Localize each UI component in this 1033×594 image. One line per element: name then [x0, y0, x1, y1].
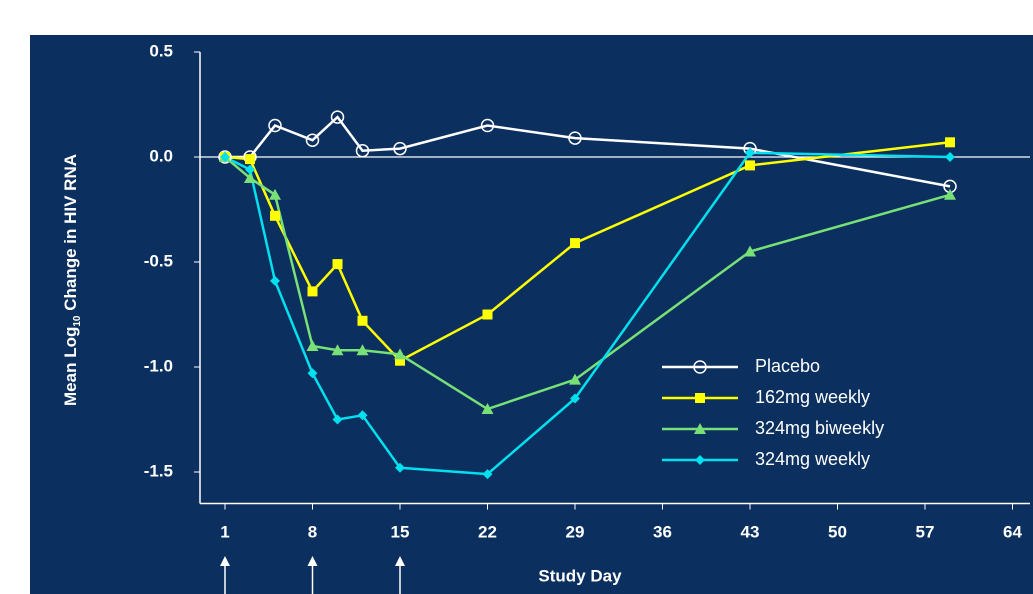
y-tick-label: -0.5 — [144, 251, 173, 270]
legend-label: Placebo — [755, 356, 820, 376]
marker — [694, 423, 706, 434]
x-tick-label: 43 — [741, 522, 760, 541]
marker — [744, 245, 756, 257]
marker — [357, 410, 368, 421]
marker — [482, 309, 493, 320]
x-tick-label: 36 — [653, 522, 672, 541]
marker — [482, 469, 493, 480]
marker — [395, 462, 405, 473]
marker — [745, 160, 755, 171]
series-line — [225, 115, 951, 188]
y-tick-label: 0.0 — [149, 146, 173, 165]
dose-arrow — [307, 556, 318, 594]
marker — [568, 131, 582, 145]
y-tick-label: -1.0 — [144, 356, 173, 375]
marker — [944, 188, 956, 200]
marker — [330, 110, 345, 124]
x-tick-label: 22 — [478, 522, 497, 541]
dose-arrow-head — [307, 556, 318, 566]
marker — [356, 344, 369, 356]
x-tick-label: 29 — [566, 522, 585, 541]
marker — [270, 275, 280, 286]
marker — [395, 355, 405, 366]
marker — [306, 340, 319, 351]
marker — [269, 188, 281, 200]
x-tick-label: 64 — [1003, 522, 1022, 541]
marker — [268, 118, 282, 133]
x-tick-label: 15 — [391, 522, 410, 541]
legend-item: 324mg weekly — [662, 449, 870, 469]
marker — [393, 141, 407, 156]
y-axis-label: Mean Log10 Change in HIV RNA — [61, 154, 82, 406]
marker — [480, 118, 495, 133]
marker — [745, 147, 755, 158]
marker — [355, 143, 370, 158]
marker — [695, 393, 705, 403]
chart-background — [30, 35, 1033, 594]
marker — [570, 238, 580, 249]
marker — [357, 315, 368, 326]
legend-label: 324mg weekly — [755, 449, 870, 469]
marker — [570, 393, 580, 404]
dose-arrow-head — [395, 556, 405, 566]
marker — [331, 344, 344, 356]
marker — [945, 152, 955, 162]
dose-arrow-head — [220, 556, 230, 566]
dose-arrow — [395, 556, 405, 594]
marker — [332, 414, 343, 425]
marker — [569, 373, 581, 385]
x-axis-label: Study Day — [538, 566, 622, 585]
marker — [305, 133, 320, 147]
marker — [481, 403, 494, 414]
marker — [307, 286, 318, 297]
legend-item: 324mg biweekly — [662, 418, 884, 438]
legend-item: Placebo — [662, 356, 820, 376]
marker — [245, 154, 255, 165]
x-tick-label: 1 — [220, 522, 229, 541]
dose-arrow — [220, 556, 230, 594]
legend-label: 162mg weekly — [755, 387, 870, 407]
marker — [332, 259, 343, 270]
legend-label: 324mg biweekly — [755, 418, 884, 438]
marker — [270, 210, 280, 221]
marker — [244, 172, 256, 183]
marker — [945, 137, 955, 148]
x-tick-label: 57 — [916, 522, 935, 541]
x-tick-label: 8 — [308, 522, 317, 541]
marker — [220, 152, 230, 162]
y-tick-label: 0.5 — [149, 41, 173, 60]
y-tick-label: -1.5 — [144, 461, 173, 480]
marker — [695, 455, 705, 465]
marker — [245, 164, 255, 175]
marker — [394, 348, 406, 360]
marker — [693, 360, 707, 374]
x-tick-label: 50 — [828, 522, 847, 541]
legend-item: 162mg weekly — [662, 387, 870, 407]
marker — [307, 368, 318, 379]
